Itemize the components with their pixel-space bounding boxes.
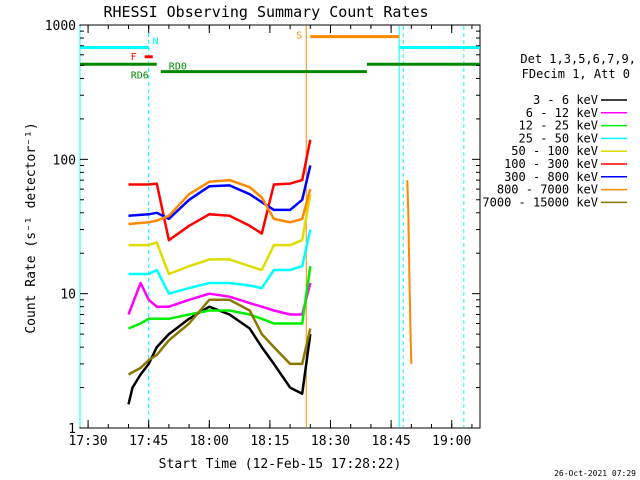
legend-label-0: 3 - 6 keV bbox=[533, 93, 598, 107]
detector-info-line-2: FDecim 1, Att 0 bbox=[522, 67, 630, 81]
series-line-1 bbox=[127, 281, 312, 316]
x-tick-label-4: 18:30 bbox=[311, 434, 350, 449]
y-tick-label-1: 10 bbox=[60, 288, 76, 303]
series-line-8 bbox=[127, 298, 312, 376]
legend-label-5: 100 - 300 keV bbox=[504, 157, 598, 171]
legend-label-1: 6 - 12 keV bbox=[526, 106, 598, 120]
x-tick-label-6: 19:00 bbox=[432, 434, 471, 449]
series-line-4 bbox=[128, 193, 312, 276]
late-spike-line bbox=[406, 180, 413, 364]
timestamp: 26-Oct-2021 07:29 bbox=[554, 469, 636, 478]
x-axis: 17:30 17:45 18:00 18:15 18:30 18:45 19:00 bbox=[69, 25, 473, 449]
annotation-label-3: S bbox=[296, 31, 302, 42]
y-tick-label-0: 1 bbox=[68, 422, 76, 437]
x-tick-label-3: 18:15 bbox=[250, 434, 289, 449]
plot-area: N F S RD6 RD0 bbox=[79, 24, 481, 429]
x-axis-label: Start Time (12-Feb-15 17:28:22) bbox=[159, 457, 402, 472]
legend-label-4: 50 - 100 keV bbox=[511, 144, 598, 158]
series-line-0 bbox=[127, 305, 312, 405]
y-tick-label-3: 1000 bbox=[45, 19, 76, 34]
x-tick-label-5: 18:45 bbox=[372, 434, 411, 449]
legend: Det 1,3,5,6,7,9, FDecim 1, Att 0 3 - 6 k… bbox=[482, 52, 636, 209]
series-line-3 bbox=[128, 229, 312, 295]
legend-label-3: 25 - 50 keV bbox=[519, 131, 598, 145]
y-axis: 1 10 100 1000 bbox=[45, 19, 480, 437]
legend-label-2: 12 - 25 keV bbox=[519, 119, 598, 133]
series-line-2 bbox=[128, 266, 312, 330]
legend-label-7: 800 - 7000 keV bbox=[497, 183, 598, 197]
x-tick-label-0: 17:30 bbox=[69, 434, 108, 449]
series-line-5 bbox=[128, 139, 312, 242]
annotation-label-2: F bbox=[131, 52, 137, 63]
legend-label-8: 7000 - 15000 keV bbox=[482, 195, 598, 209]
annotation-label-0: N bbox=[153, 36, 159, 47]
x-tick-label-2: 18:00 bbox=[190, 434, 229, 449]
annotation-label-4: RD6 bbox=[131, 70, 149, 81]
chart-title: RHESSI Observing Summary Count Rates bbox=[103, 3, 428, 21]
series-line-6 bbox=[128, 165, 312, 221]
series-line-7 bbox=[128, 178, 312, 226]
y-axis-label: Count Rate (s⁻¹ detector⁻¹) bbox=[24, 122, 39, 333]
annotation-label-5: RD0 bbox=[169, 62, 187, 73]
legend-label-6: 300 - 800 keV bbox=[504, 170, 598, 184]
x-tick-label-1: 17:45 bbox=[129, 434, 168, 449]
y-tick-label-2: 100 bbox=[53, 153, 76, 168]
detector-info-line-1: Det 1,3,5,6,7,9, bbox=[520, 52, 636, 66]
